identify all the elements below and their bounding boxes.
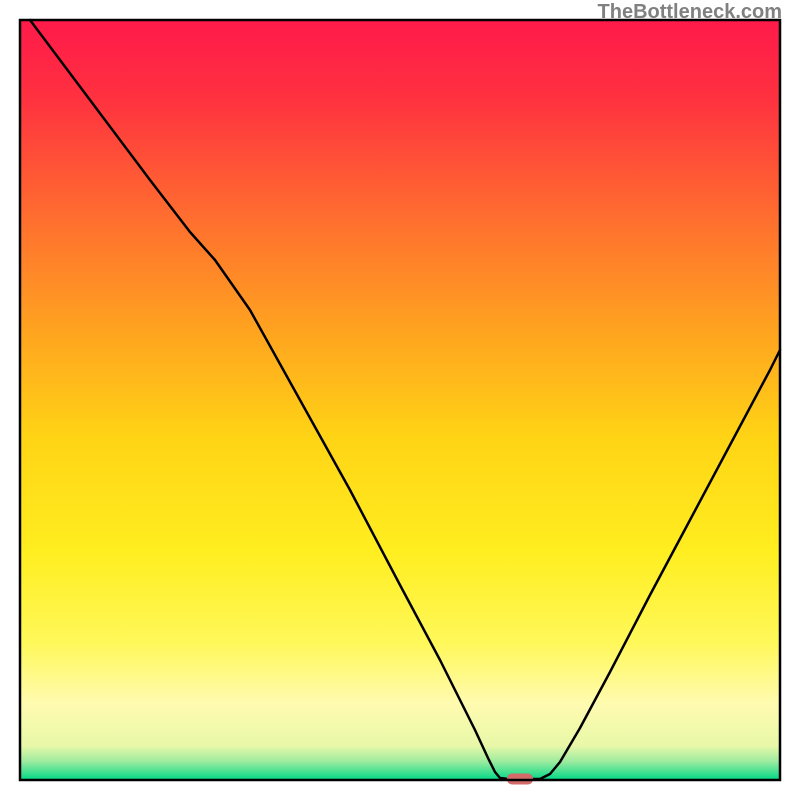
watermark-text: TheBottleneck.com xyxy=(598,1,782,24)
chart-svg xyxy=(0,0,800,800)
plot-background xyxy=(20,20,780,780)
bottleneck-chart: TheBottleneck.com xyxy=(0,0,800,800)
